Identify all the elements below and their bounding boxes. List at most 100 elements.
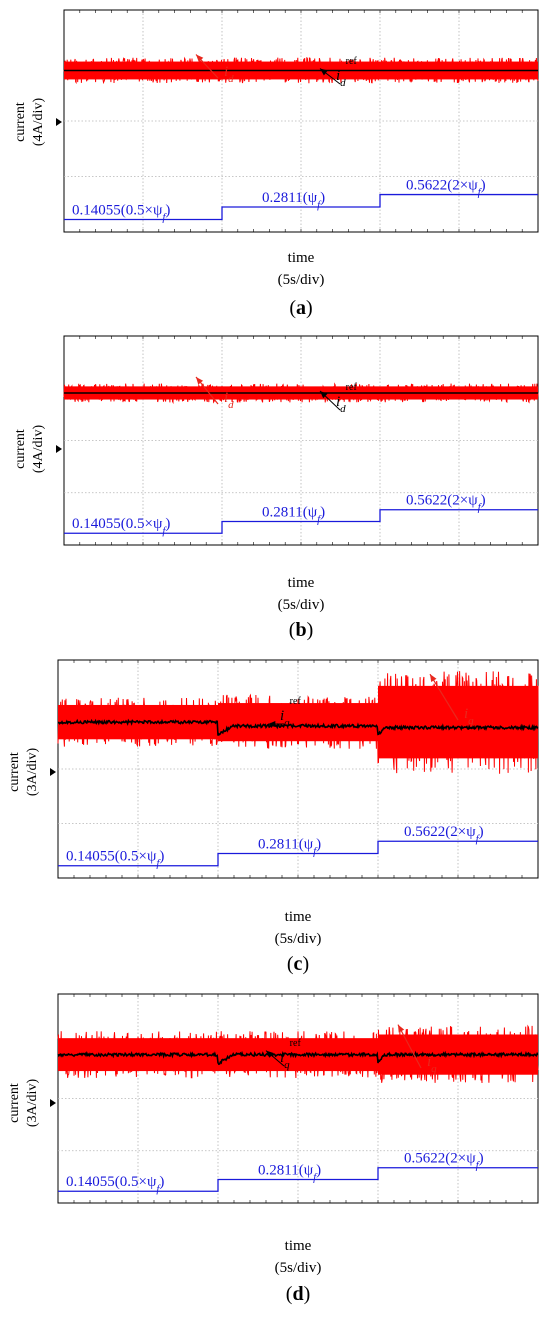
annotation-ref-label: idref <box>336 56 357 89</box>
flux-label: 0.14055(0.5×ψf) <box>72 516 170 537</box>
flux-step-line <box>64 193 538 221</box>
flux-subscript: f <box>313 1171 318 1183</box>
chart-panel-c: 0.14055(0.5×ψf)0.2811(ψf)0.5622(2×ψf)cur… <box>7 659 539 975</box>
annotation-arrowhead-black <box>320 68 328 76</box>
annotation-arrow-red <box>429 673 459 721</box>
flux-value: 0.2811(ψ <box>262 190 318 206</box>
flux-close: ) <box>159 1174 164 1190</box>
y-axis-label: current <box>7 1083 22 1123</box>
annotation-arrowhead-red <box>430 674 437 683</box>
series-iq-band <box>218 703 378 742</box>
annotation-arrowhead-red <box>398 1024 405 1033</box>
x-axis-label: time <box>285 909 312 925</box>
chart-panel-d: 0.14055(0.5×ψf)0.2811(ψf)0.5622(2×ψf)cur… <box>7 993 539 1305</box>
flux-step-line <box>58 1167 538 1192</box>
annotation-arrowhead-red <box>196 376 204 385</box>
annotation-ref-label: idref <box>336 382 357 415</box>
flux-subscript: f <box>476 833 481 845</box>
zero-marker <box>50 1099 56 1107</box>
flux-label: 0.5622(2×ψf) <box>406 178 486 199</box>
flux-close: ) <box>320 190 325 206</box>
flux-value: 0.5622(2×ψ <box>404 1151 476 1167</box>
flux-close: ) <box>165 203 170 219</box>
chart-panel-a: 0.14055(0.5×ψf)0.2811(ψf)0.5622(2×ψf)cur… <box>13 9 539 319</box>
flux-label: 0.5622(2×ψf) <box>404 824 484 845</box>
flux-subscript: f <box>162 525 167 537</box>
flux-subscript: f <box>317 199 322 211</box>
x-axis-scale: (5s/div) <box>275 1260 322 1276</box>
flux-label: 0.5622(2×ψf) <box>404 1151 484 1172</box>
flux-value: 0.14055(0.5×ψ <box>72 516 163 532</box>
annotation-red-label: id <box>224 390 234 411</box>
series-iqref <box>57 718 539 736</box>
flux-subscript: f <box>156 858 161 870</box>
y-axis-scale: (4A/div) <box>31 425 46 474</box>
flux-value: 0.14055(0.5×ψ <box>72 203 163 219</box>
panel-label: (d) <box>286 1283 310 1305</box>
x-axis-label: time <box>288 250 315 266</box>
series-iqref <box>57 1050 539 1066</box>
panel-label: (c) <box>287 953 309 975</box>
flux-subscript: f <box>162 212 167 224</box>
flux-value: 0.5622(2×ψ <box>404 824 476 840</box>
flux-subscript: f <box>476 1160 481 1172</box>
flux-step-line <box>64 509 538 534</box>
flux-value: 0.5622(2×ψ <box>406 178 478 194</box>
flux-value: 0.14055(0.5×ψ <box>66 849 157 865</box>
zero-marker <box>56 118 62 126</box>
y-axis-scale: (3A/div) <box>25 748 40 797</box>
y-axis-scale: (4A/div) <box>31 98 46 147</box>
zero-marker <box>56 445 62 453</box>
y-axis-label: current <box>13 102 28 142</box>
y-axis-label: current <box>13 429 28 469</box>
x-axis-scale: (5s/div) <box>278 272 325 288</box>
annotation-ref-label: iqref <box>280 1038 301 1071</box>
flux-close: ) <box>316 1162 321 1178</box>
chart-panel-b: 0.14055(0.5×ψf)0.2811(ψf)0.5622(2×ψf)cur… <box>13 335 539 641</box>
flux-label: 0.14055(0.5×ψf) <box>72 203 170 224</box>
annotation-arrowhead-red <box>196 54 204 63</box>
y-axis-label: current <box>7 752 22 792</box>
flux-value: 0.2811(ψ <box>258 1162 314 1178</box>
annotation-red-label: iq <box>427 1054 437 1075</box>
annotation-red-label: id <box>224 64 234 85</box>
annotation-arrowhead-black <box>320 390 328 399</box>
flux-label: 0.14055(0.5×ψf) <box>66 1174 164 1195</box>
flux-close: ) <box>316 836 321 852</box>
panel-label: (b) <box>289 619 313 641</box>
flux-step-line <box>58 840 538 867</box>
panel-label: (a) <box>289 297 312 319</box>
flux-close: ) <box>481 178 486 194</box>
flux-label: 0.14055(0.5×ψf) <box>66 849 164 870</box>
annotation-arrowhead-black <box>268 720 276 728</box>
flux-close: ) <box>159 849 164 865</box>
x-axis-label: time <box>285 1238 312 1254</box>
x-axis-scale: (5s/div) <box>278 597 325 613</box>
flux-value: 0.14055(0.5×ψ <box>66 1174 157 1190</box>
flux-close: ) <box>479 824 484 840</box>
annotation-ref-label: iqref <box>280 696 301 729</box>
zero-marker <box>50 768 56 776</box>
flux-subscript: f <box>478 502 483 514</box>
flux-label: 0.5622(2×ψf) <box>406 493 486 514</box>
flux-label: 0.2811(ψf) <box>262 504 325 525</box>
flux-close: ) <box>481 493 486 509</box>
flux-label: 0.2811(ψf) <box>262 190 325 211</box>
flux-subscript: f <box>156 1183 161 1195</box>
x-axis-label: time <box>288 575 315 591</box>
flux-close: ) <box>479 1151 484 1167</box>
annotation-red-label: iq <box>464 706 474 727</box>
x-axis-scale: (5s/div) <box>275 931 322 947</box>
flux-label: 0.2811(ψf) <box>258 836 321 857</box>
series-iq-band <box>378 685 538 759</box>
flux-subscript: f <box>317 513 322 525</box>
flux-close: ) <box>320 504 325 520</box>
annotation-arrow-red <box>397 1024 422 1069</box>
flux-label: 0.2811(ψf) <box>258 1162 321 1183</box>
flux-value: 0.2811(ψ <box>262 504 318 520</box>
flux-value: 0.5622(2×ψ <box>406 493 478 509</box>
flux-subscript: f <box>313 845 318 857</box>
y-axis-scale: (3A/div) <box>25 1079 40 1128</box>
flux-close: ) <box>165 516 170 532</box>
